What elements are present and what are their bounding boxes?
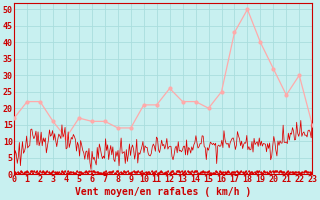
X-axis label: Vent moyen/en rafales ( km/h ): Vent moyen/en rafales ( km/h ) [75,187,251,197]
